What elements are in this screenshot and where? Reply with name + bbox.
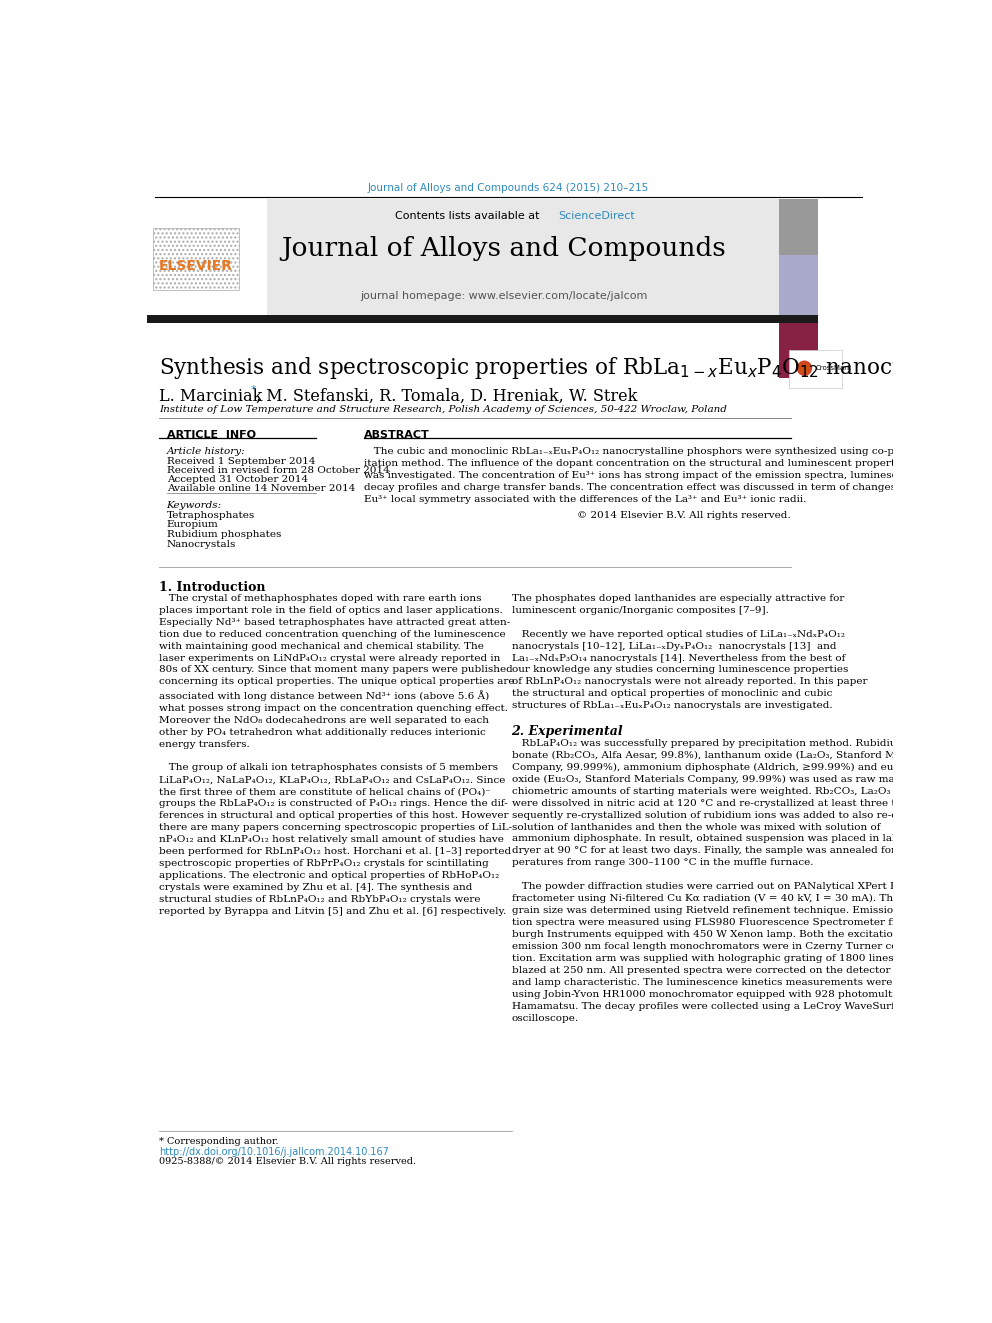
Text: Journal of Alloys and Compounds 624 (2015) 210–215: Journal of Alloys and Compounds 624 (201… <box>368 184 649 193</box>
Bar <box>147 198 817 316</box>
Text: http://dx.doi.org/10.1016/j.jallcom.2014.10.167: http://dx.doi.org/10.1016/j.jallcom.2014… <box>159 1147 389 1156</box>
Text: © 2014 Elsevier B.V. All rights reserved.: © 2014 Elsevier B.V. All rights reserved… <box>577 511 791 520</box>
Text: Rubidium phosphates: Rubidium phosphates <box>167 531 281 538</box>
Text: ABSTRACT: ABSTRACT <box>364 430 430 439</box>
Text: Synthesis and spectroscopic properties of RbLa$_{1-x}$Eu$_x$P$_4$O$_{12}$ nanocr: Synthesis and spectroscopic properties o… <box>159 355 965 381</box>
Text: Tetraphosphates: Tetraphosphates <box>167 511 255 520</box>
Circle shape <box>797 360 812 376</box>
Bar <box>779 316 817 378</box>
Text: Received 1 September 2014: Received 1 September 2014 <box>167 456 315 466</box>
Text: journal homepage: www.elsevier.com/locate/jalcom: journal homepage: www.elsevier.com/locat… <box>360 291 648 302</box>
Text: Received in revised form 28 October 2014: Received in revised form 28 October 2014 <box>167 466 390 475</box>
Bar <box>147 315 817 323</box>
Text: *: * <box>250 385 256 396</box>
Bar <box>779 198 817 316</box>
Text: Accepted 31 October 2014: Accepted 31 October 2014 <box>167 475 308 484</box>
Text: RbLaP₄O₁₂ was successfully prepared by precipitation method. Rubidium car-
bonat: RbLaP₄O₁₂ was successfully prepared by p… <box>512 738 960 1023</box>
Text: The crystal of methaphosphates doped with rare earth ions
places important role : The crystal of methaphosphates doped wit… <box>159 594 515 916</box>
Text: ScienceDirect: ScienceDirect <box>558 212 635 221</box>
Text: Nanocrystals: Nanocrystals <box>167 540 236 549</box>
Text: 0925-8388/© 2014 Elsevier B.V. All rights reserved.: 0925-8388/© 2014 Elsevier B.V. All right… <box>159 1156 416 1166</box>
Circle shape <box>799 363 809 373</box>
Bar <box>779 255 817 316</box>
Text: , M. Stefanski, R. Tomala, D. Hreniak, W. Strek: , M. Stefanski, R. Tomala, D. Hreniak, W… <box>256 388 637 405</box>
Text: Contents lists available at: Contents lists available at <box>395 212 544 221</box>
Text: L. Marciniak: L. Marciniak <box>159 388 262 405</box>
Text: 1. Introduction: 1. Introduction <box>159 581 266 594</box>
Text: Institute of Low Temperature and Structure Research, Polish Academy of Sciences,: Institute of Low Temperature and Structu… <box>159 405 727 414</box>
Text: 2. Experimental: 2. Experimental <box>512 725 623 738</box>
Text: Available online 14 November 2014: Available online 14 November 2014 <box>167 484 355 493</box>
Bar <box>789 349 841 388</box>
Bar <box>154 228 239 290</box>
Text: Journal of Alloys and Compounds: Journal of Alloys and Compounds <box>282 235 726 261</box>
Text: Europium: Europium <box>167 520 218 529</box>
Text: ARTICLE  INFO: ARTICLE INFO <box>167 430 256 439</box>
Text: Article history:: Article history: <box>167 447 245 455</box>
Bar <box>147 198 268 316</box>
Text: The cubic and monoclinic RbLa₁₋ₓEuₓP₄O₁₂ nanocrystalline phosphors were synthesi: The cubic and monoclinic RbLa₁₋ₓEuₓP₄O₁₂… <box>364 447 930 504</box>
Text: Keywords:: Keywords: <box>167 500 222 509</box>
Text: The phosphates doped lanthanides are especially attractive for
luminescent organ: The phosphates doped lanthanides are esp… <box>512 594 867 710</box>
Text: * Corresponding author.: * Corresponding author. <box>159 1136 279 1146</box>
Text: CrossMark: CrossMark <box>816 365 852 372</box>
Text: ELSEVIER: ELSEVIER <box>159 259 233 273</box>
